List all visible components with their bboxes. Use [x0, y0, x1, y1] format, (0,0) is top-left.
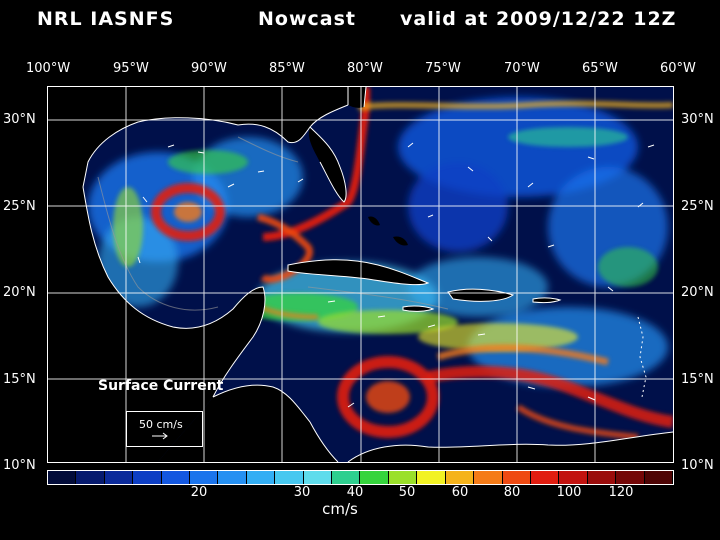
colorbar-tick-30: 30 [293, 485, 311, 500]
land [48, 87, 673, 462]
lon-label-80w: 80°W [347, 61, 383, 76]
colorbar-swatch [332, 471, 361, 484]
lat-label-right-10n: 10°N [681, 458, 714, 473]
colorbar-swatch [246, 471, 276, 484]
surface-current-label: Surface Current [98, 378, 224, 394]
colorbar-swatch [104, 471, 134, 484]
chart-title: NRL IASNFS Nowcast valid at 2009/12/22 1… [0, 8, 720, 36]
lon-label-65w: 65°W [582, 61, 618, 76]
colorbar-swatch [417, 471, 446, 484]
colorbar-swatch [474, 471, 503, 484]
speed-field-mid [113, 127, 658, 351]
lat-label-right-25n: 25°N [681, 199, 714, 214]
lat-label-left-30n: 30°N [3, 112, 36, 127]
colorbar-swatch [644, 471, 673, 484]
lon-label-60w: 60°W [660, 61, 696, 76]
colorbar-swatch [218, 471, 247, 484]
lon-label-75w: 75°W [425, 61, 461, 76]
colorbar-swatch [76, 471, 105, 484]
colorbar-swatch [616, 471, 645, 484]
lon-label-70w: 70°W [504, 61, 540, 76]
colorbar-swatch [445, 471, 475, 484]
lat-label-left-10n: 10°N [3, 458, 36, 473]
colorbar-tick-50: 50 [398, 485, 416, 500]
colorbar-swatch [530, 471, 560, 484]
colorbar-swatch [303, 471, 333, 484]
forecast-mode: Nowcast [258, 8, 356, 30]
colorbar-swatch [388, 471, 418, 484]
colorbar-swatch [190, 471, 219, 484]
reference-arrow-icon [152, 432, 168, 440]
lat-label-right-15n: 15°N [681, 372, 714, 387]
colorbar-swatch [161, 471, 191, 484]
colorbar-swatch [48, 471, 77, 484]
lon-label-90w: 90°W [191, 61, 227, 76]
colorbar-tick-20: 20 [190, 485, 208, 500]
colorbar-tick-60: 60 [451, 485, 469, 500]
colorbar-tick-80: 80 [503, 485, 521, 500]
lat-label-left-20n: 20°N [3, 285, 36, 300]
lon-label-95w: 95°W [113, 61, 149, 76]
speed-colorbar [47, 470, 674, 485]
colorbar-tick-100: 100 [556, 485, 582, 500]
colorbar-swatch [559, 471, 588, 484]
lat-label-right-20n: 20°N [681, 285, 714, 300]
lon-label-100w: 100°W [26, 61, 71, 76]
lat-label-right-30n: 30°N [681, 112, 714, 127]
colorbar-swatch [133, 471, 162, 484]
lon-label-85w: 85°W [269, 61, 305, 76]
reference-vector-box: 50 cm/s [126, 411, 203, 447]
colorbar-swatch [502, 471, 531, 484]
colorbar-swatch [275, 471, 304, 484]
colorbar-swatch [360, 471, 389, 484]
colorbar-tick-40: 40 [346, 485, 364, 500]
graticule [48, 87, 673, 462]
lat-label-left-25n: 25°N [3, 199, 36, 214]
colorbar-tick-120: 120 [608, 485, 634, 500]
map-canvas [48, 87, 673, 462]
current-map: Surface Current 50 cm/s [47, 86, 674, 463]
valid-time: valid at 2009/12/22 12Z [400, 8, 677, 30]
speed-field-high [151, 87, 673, 440]
reference-vector-label: 50 cm/s [139, 418, 183, 431]
model-name: NRL IASNFS [37, 8, 175, 30]
lat-label-left-15n: 15°N [3, 372, 36, 387]
colorbar-units: cm/s [322, 500, 358, 518]
current-vectors [137, 142, 655, 408]
colorbar-swatch [587, 471, 617, 484]
depth-contours [97, 136, 449, 311]
